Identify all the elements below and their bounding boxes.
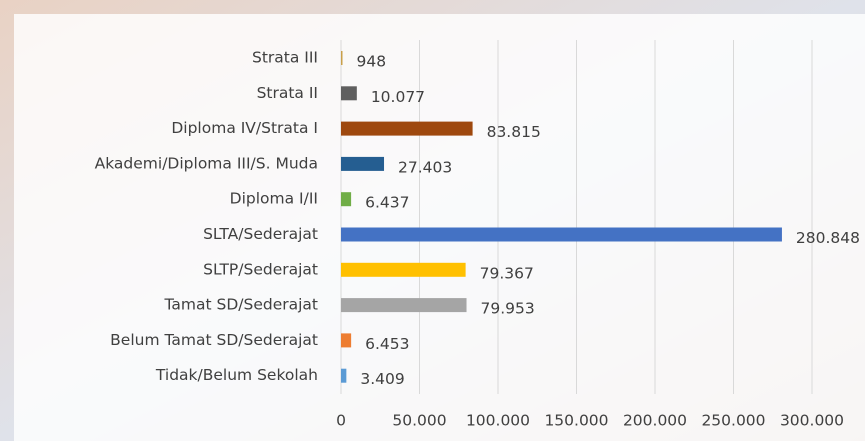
category-label: SLTP/Sederajat: [203, 260, 318, 278]
bar: [341, 369, 346, 383]
category-label: Diploma I/II: [230, 190, 318, 208]
bar: [341, 122, 473, 136]
category-label: Tidak/Belum Sekolah: [155, 366, 318, 384]
x-tick-label: 50.000: [392, 412, 446, 430]
data-label: 6.437: [365, 194, 409, 212]
chart: 0 50.000 100.000 150.000 200.000 250.000 300.0…: [0, 0, 865, 441]
category-label: Akademi/Diploma III/S. Muda: [95, 154, 318, 172]
category-label: Diploma IV/Strata I: [171, 119, 318, 137]
bar: [341, 192, 351, 206]
data-label: 79.953: [481, 300, 535, 318]
bar: [341, 298, 467, 312]
category-label: SLTA/Sederajat: [203, 225, 318, 243]
data-label: 10.077: [371, 88, 425, 106]
bar: [341, 263, 466, 277]
category-label: Strata II: [257, 84, 318, 102]
data-label: 3.409: [360, 370, 404, 388]
x-tick-label: 0: [336, 412, 346, 430]
category-label: Tamat SD/Sederajat: [163, 296, 318, 314]
data-label: 6.453: [365, 335, 409, 353]
x-tick-label: 150.000: [544, 412, 608, 430]
bar: [341, 157, 384, 171]
category-label: Strata III: [252, 49, 318, 67]
category-label: Belum Tamat SD/Sederajat: [110, 331, 318, 349]
data-label: 27.403: [398, 158, 452, 176]
bar: [341, 51, 342, 65]
data-label: 280.848: [796, 229, 860, 247]
x-tick-label: 100.000: [466, 412, 530, 430]
x-tick-label: 250.000: [701, 412, 765, 430]
data-label: 83.815: [487, 123, 541, 141]
x-tick-label: 200.000: [623, 412, 687, 430]
bar: [341, 333, 351, 347]
bar: [341, 228, 782, 242]
x-tick-label: 300.000: [780, 412, 844, 430]
data-label: 948: [356, 53, 386, 71]
data-label: 79.367: [480, 264, 534, 282]
bar: [341, 86, 357, 100]
